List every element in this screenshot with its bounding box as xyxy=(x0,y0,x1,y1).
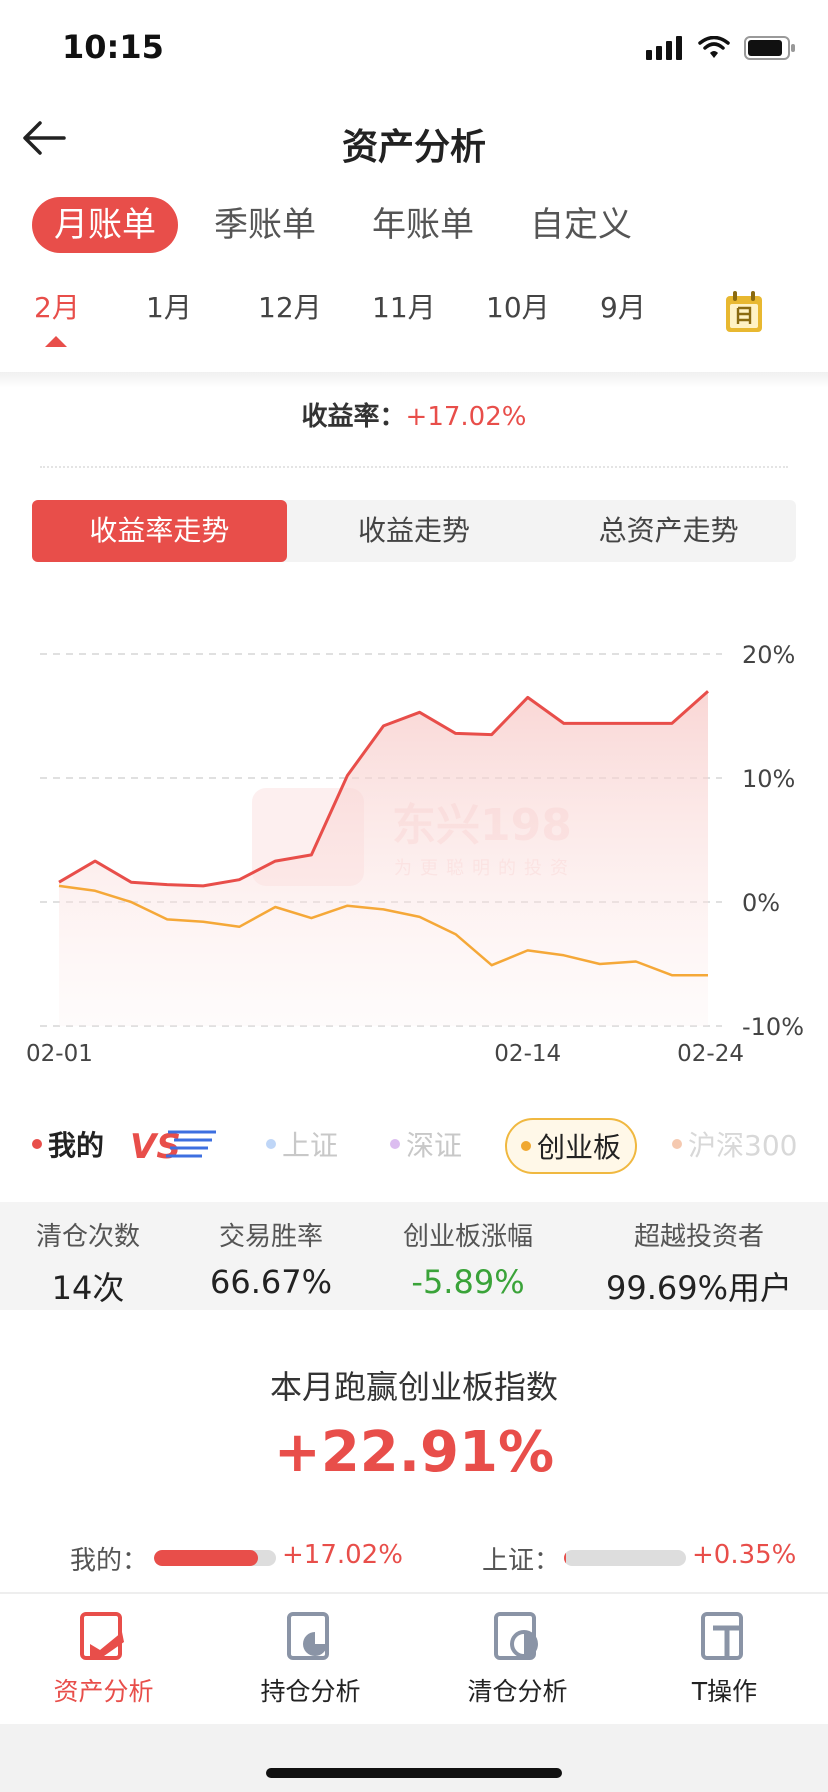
y-tick-label: 0% xyxy=(742,889,780,917)
back-arrow-icon[interactable] xyxy=(20,116,68,160)
chart-legend: 我的 VS 上证 深证 创业板 沪深300 xyxy=(0,1118,828,1178)
x-tick-label: 02-24 xyxy=(677,1041,744,1067)
stat-label: 交易胜率 xyxy=(218,1222,323,1252)
bottom-tab-bar: 资产分析 持仓分析 清仓分析 T操作 xyxy=(0,1592,828,1724)
selected-month-indicator xyxy=(45,336,67,347)
period-tabs: 月账单 季账单 年账单 自定义 xyxy=(32,197,688,253)
tabbar-clearance-analysis[interactable]: 清仓分析 xyxy=(414,1594,621,1724)
battery-icon xyxy=(744,36,795,60)
x-tick-label: 02-14 xyxy=(494,1041,561,1067)
stat-clear-count: 清仓次数 14次 xyxy=(0,1202,176,1310)
compare-mine-value: +17.02% xyxy=(282,1540,403,1570)
nav-bar: 资产分析 xyxy=(0,100,828,180)
stat-value: 99.69%用户 xyxy=(605,1269,793,1307)
legend-csi300-label: 沪深300 xyxy=(688,1129,798,1162)
vs-icon: VS xyxy=(130,1127,216,1166)
month-item-dec[interactable]: 12月 xyxy=(258,291,322,324)
legend-csi300[interactable]: 沪深300 xyxy=(672,1124,797,1164)
month-item-nov[interactable]: 11月 xyxy=(372,291,436,324)
legend-mine: 我的 xyxy=(32,1124,104,1164)
t-trading-icon xyxy=(700,1612,743,1660)
month-selector: 2月 1月 12月 11月 10月 9月 xyxy=(0,286,828,346)
tab-monthly[interactable]: 月账单 xyxy=(32,197,178,253)
tabbar-holdings-analysis[interactable]: 持仓分析 xyxy=(207,1594,414,1724)
stat-chinext-change: 创业板涨幅 -5.89% xyxy=(366,1202,570,1310)
status-time: 10:15 xyxy=(62,28,164,66)
month-item-sep[interactable]: 9月 xyxy=(600,291,646,324)
x-tick-label: 02-01 xyxy=(26,1041,93,1067)
tab-quarterly[interactable]: 季账单 xyxy=(214,205,316,245)
page-title: 资产分析 xyxy=(341,127,486,168)
legend-mine-dot xyxy=(32,1139,42,1149)
clearance-analysis-icon xyxy=(493,1612,538,1660)
series-line-chinext xyxy=(58,884,708,977)
tab-label: 持仓分析 xyxy=(260,1677,361,1706)
comparison-bars: 我的： +17.02% 上证： +0.35% xyxy=(0,1536,828,1576)
dotted-divider xyxy=(40,466,788,468)
outperform-title: 本月跑赢创业板指数 xyxy=(269,1368,558,1406)
card-divider xyxy=(0,372,828,388)
y-tick-label: 10% xyxy=(742,765,795,793)
compare-index-fill xyxy=(564,1550,567,1566)
tab-custom[interactable]: 自定义 xyxy=(530,205,632,245)
signal-icon xyxy=(646,36,682,60)
legend-sse[interactable]: 上证 xyxy=(266,1124,338,1164)
stat-label: 清仓次数 xyxy=(35,1222,140,1252)
legend-szse-dot xyxy=(390,1139,400,1149)
legend-szse[interactable]: 深证 xyxy=(390,1124,462,1164)
month-item-feb[interactable]: 2月 xyxy=(34,291,80,324)
tab-label: 清仓分析 xyxy=(467,1677,568,1706)
month-item-jan[interactable]: 1月 xyxy=(146,291,192,324)
tab-label: T操作 xyxy=(691,1677,758,1706)
y-tick-label: 20% xyxy=(742,641,795,669)
tabbar-asset-analysis[interactable]: 资产分析 xyxy=(0,1594,207,1724)
compare-mine-bar xyxy=(154,1550,276,1566)
stat-win-rate: 交易胜率 66.67% xyxy=(176,1202,366,1310)
stat-label: 创业板涨幅 xyxy=(402,1222,533,1252)
stat-label: 超越投资者 xyxy=(633,1222,764,1252)
status-icons xyxy=(646,36,796,60)
compare-mine-label: 我的： xyxy=(70,1546,149,1576)
home-indicator-area xyxy=(0,1724,828,1792)
tab-profit-trend[interactable]: 收益走势 xyxy=(358,514,471,547)
asset-analysis-icon xyxy=(79,1612,124,1660)
compare-index-label: 上证： xyxy=(482,1546,561,1576)
calendar-icon[interactable] xyxy=(724,290,764,334)
yield-value: +17.02% xyxy=(405,402,527,432)
home-indicator xyxy=(266,1768,562,1778)
y-tick-label: -10% xyxy=(742,1013,804,1041)
legend-sse-dot xyxy=(266,1139,276,1149)
tab-assets-trend[interactable]: 总资产走势 xyxy=(598,514,739,547)
series-line-mine xyxy=(58,690,709,888)
legend-chinext-dot xyxy=(521,1141,531,1151)
yield-label: 收益率： xyxy=(301,402,406,432)
holdings-analysis-icon xyxy=(286,1612,329,1660)
compare-index-value: +0.35% xyxy=(692,1540,797,1570)
tab-yearly[interactable]: 年账单 xyxy=(372,205,474,245)
stat-beat-investors: 超越投资者 99.69%用户 xyxy=(570,1202,828,1310)
outperform-value: +22.91% xyxy=(273,1420,555,1485)
stats-panel: 清仓次数 14次 交易胜率 66.67% 创业板涨幅 -5.89% 超越投资者 … xyxy=(0,1202,828,1310)
stat-value: 66.67% xyxy=(209,1263,332,1301)
legend-mine-label: 我的 xyxy=(48,1129,105,1162)
compare-mine-fill xyxy=(154,1550,258,1566)
tab-label: 资产分析 xyxy=(53,1677,154,1706)
status-bar: 10:15 xyxy=(0,0,828,100)
legend-szse-label: 深证 xyxy=(406,1129,463,1162)
trend-tabs: 收益率走势 收益走势 总资产走势 xyxy=(32,500,796,562)
legend-chinext-label: 创业板 xyxy=(537,1131,622,1164)
legend-chinext[interactable]: 创业板 xyxy=(505,1118,638,1174)
wifi-icon xyxy=(698,36,730,58)
stat-value: 14次 xyxy=(51,1269,125,1307)
stat-value: -5.89% xyxy=(411,1263,525,1301)
legend-csi300-dot xyxy=(672,1139,682,1149)
tabbar-t-trading[interactable]: T操作 xyxy=(621,1594,828,1724)
series-area-mine xyxy=(59,691,708,1026)
tab-yield-trend[interactable]: 收益率走势 xyxy=(32,500,287,562)
month-item-oct[interactable]: 10月 xyxy=(486,291,550,324)
compare-index-bar xyxy=(564,1550,686,1566)
legend-sse-label: 上证 xyxy=(282,1129,339,1162)
yield-summary: 收益率：+17.02% xyxy=(0,396,828,433)
